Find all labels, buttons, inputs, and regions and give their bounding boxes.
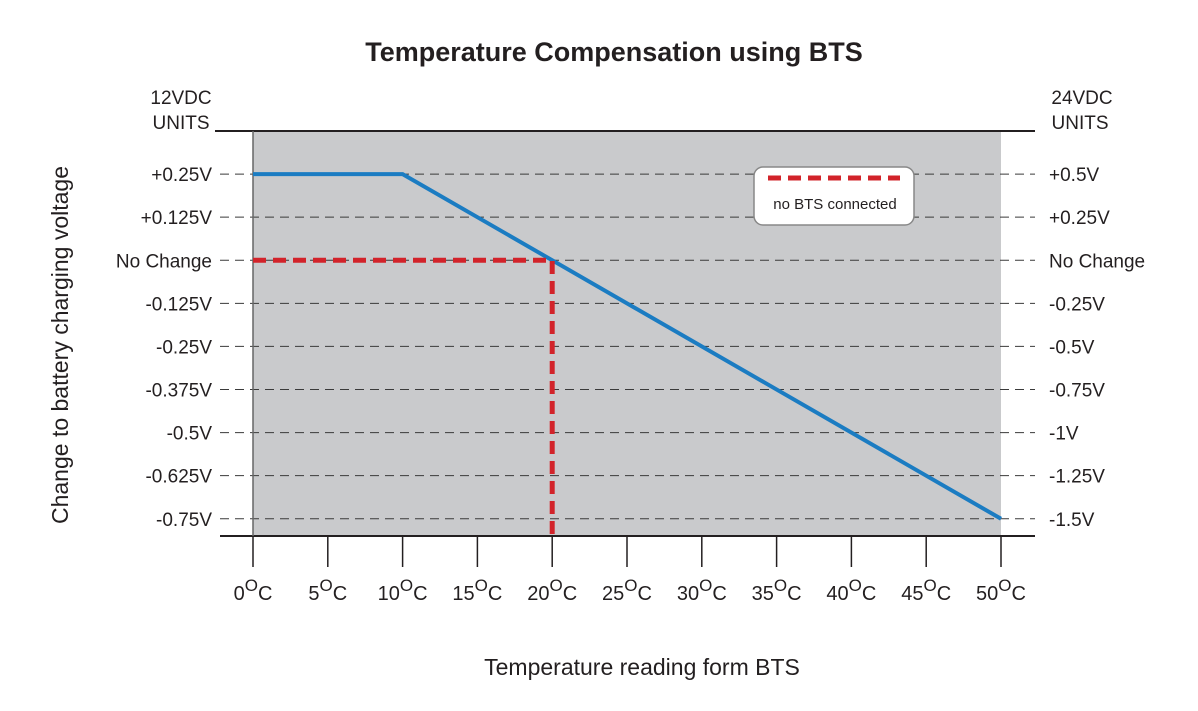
left-axis-header-1: 12VDC [150, 88, 211, 109]
y-tick-label-right: No Change [1049, 251, 1145, 272]
y-tick-label-left: -0.75V [156, 510, 212, 531]
x-tick-label: 15OC [452, 576, 502, 605]
y-tick-label-right: -0.5V [1049, 337, 1095, 358]
x-tick-label: 30OC [677, 576, 727, 605]
series-compensation-line [253, 172, 1002, 521]
left-axis-header-2: UNITS [153, 113, 210, 134]
y-tick-label-left: +0.25V [151, 165, 212, 186]
y-tick-label-left: No Change [116, 251, 212, 272]
y-tick-label-right: +0.25V [1049, 208, 1110, 229]
legend: no BTS connected [753, 166, 915, 226]
x-tick-label: 10OC [378, 576, 428, 605]
x-tick-label: 20OC [527, 576, 577, 605]
y-tick-label-right: -1.25V [1049, 467, 1105, 488]
legend-label: no BTS connected [773, 196, 896, 213]
x-tick-label: 25OC [602, 576, 652, 605]
y-tick-label-left: -0.625V [145, 467, 212, 488]
y-tick-label-left: -0.125V [145, 294, 212, 315]
y-tick-label-right: -0.75V [1049, 381, 1105, 402]
y-axis-label: Change to battery charging voltage [47, 166, 73, 524]
y-tick-label-right: -0.25V [1049, 294, 1105, 315]
y-tick-label-left: +0.125V [141, 208, 213, 229]
chart-title: Temperature Compensation using BTS [365, 37, 863, 67]
y-tick-label-left: -0.25V [156, 337, 212, 358]
y-tick-label-right: -1.5V [1049, 510, 1095, 531]
x-tick-label: 5OC [308, 576, 347, 605]
series-no-bts-line [253, 257, 555, 536]
y-tick-label-left: -0.375V [145, 381, 212, 402]
right-axis-header-2: UNITS [1052, 113, 1109, 134]
x-tick-label: 35OC [752, 576, 802, 605]
y-tick-label-right: +0.5V [1049, 165, 1100, 186]
right-axis-header-1: 24VDC [1051, 88, 1112, 109]
x-tick-label: 50OC [976, 576, 1026, 605]
y-tick-label-right: -1V [1049, 424, 1079, 445]
x-tick-label: 40OC [826, 576, 876, 605]
x-tick-label: 0OC [234, 576, 273, 605]
x-tick-label: 45OC [901, 576, 951, 605]
y-tick-label-left: -0.5V [167, 424, 213, 445]
x-axis-label: Temperature reading form BTS [484, 654, 800, 680]
